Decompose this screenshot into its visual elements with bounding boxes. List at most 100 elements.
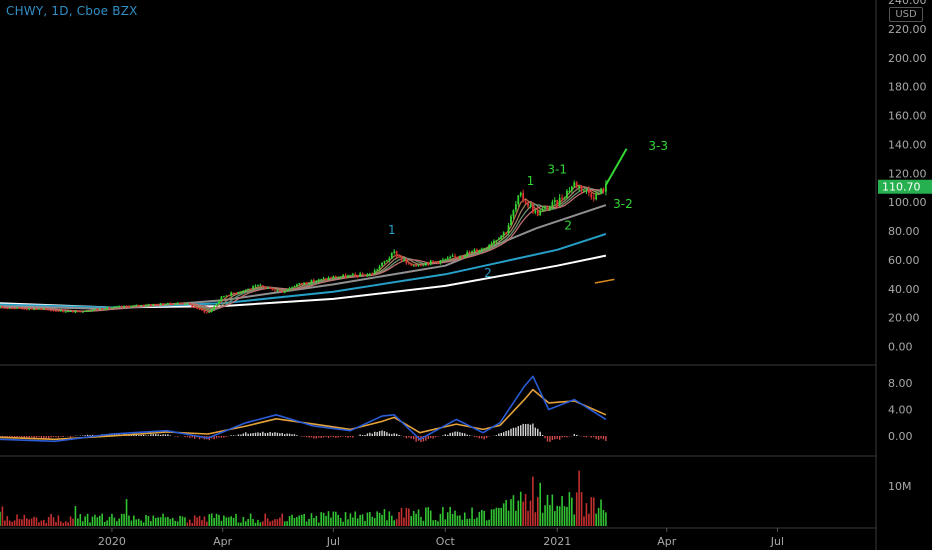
moving-average-line: [0, 204, 607, 310]
volume-bar: [449, 506, 451, 526]
macd-panel: [0, 375, 607, 443]
price-tick-label: 200.00: [888, 52, 927, 65]
volume-bar: [116, 521, 118, 526]
price-axis[interactable]: 240.00 220.00 200.00 180.00 160.00 140.00 120.…: [878, 0, 932, 493]
volume-bar: [159, 517, 162, 526]
volume-bar: [0, 511, 1, 526]
wave-label: 3-3: [648, 139, 668, 153]
candle-up: [174, 303, 177, 305]
volume-bar: [317, 522, 320, 526]
ribbon-ma-line: [0, 186, 604, 313]
volume-bar: [439, 513, 442, 526]
candle-up: [573, 182, 576, 187]
volume-bar: [64, 521, 67, 526]
price-tick-label: 180.00: [888, 81, 927, 94]
candle-down: [179, 303, 181, 305]
candle-down: [590, 193, 593, 198]
candle-down: [313, 280, 315, 282]
candle-up: [444, 259, 447, 261]
volume-bar: [269, 521, 271, 526]
volume-bar: [120, 513, 123, 526]
price-tick-label: 80.00: [888, 225, 920, 238]
candle-down: [157, 304, 160, 306]
candle-up: [230, 292, 233, 296]
price-tick-label: 40.00: [888, 283, 920, 296]
annotations: 1 2 1 3-1 2 3-2 3-3: [388, 139, 668, 280]
volume-bar: [515, 510, 517, 526]
candle-up: [237, 292, 240, 294]
candle-down: [191, 304, 194, 308]
ribbon-ma-line: [0, 184, 604, 313]
volume-bar: [378, 512, 381, 526]
candle-up: [140, 305, 143, 307]
volume-bar: [500, 507, 503, 526]
volume-bar: [106, 520, 108, 526]
candle-down: [468, 252, 471, 254]
candle-up: [59, 310, 62, 312]
volume-bar: [47, 516, 50, 526]
candle-down: [6, 307, 9, 309]
volume-bar: [490, 509, 493, 526]
candle-up: [222, 295, 225, 297]
volume-bar: [337, 514, 340, 526]
volume-bar: [111, 513, 113, 526]
candle-up: [152, 304, 155, 306]
price-tick-label: 20.00: [888, 312, 920, 325]
volume-bar: [517, 500, 520, 526]
price-tick-label: 0.00: [888, 341, 913, 354]
time-axis[interactable]: 2020 Apr Jul Oct 2021 Apr Jul: [98, 528, 784, 548]
volume-bar: [220, 520, 223, 526]
candle-down: [193, 307, 196, 309]
volume-bar: [91, 516, 94, 526]
candle-down: [432, 260, 435, 262]
candle-down: [196, 307, 198, 309]
macd-signal-line: [0, 388, 607, 441]
candle-down: [198, 308, 201, 310]
volume-bar: [327, 511, 330, 526]
candle-down: [602, 188, 605, 192]
candle-up: [568, 190, 571, 192]
volume-bar: [558, 506, 561, 526]
volume-bar: [561, 496, 563, 526]
candle-down: [181, 303, 184, 305]
volume-bar: [103, 521, 106, 526]
currency-badge[interactable]: USD: [889, 7, 923, 22]
volume-bar: [390, 515, 393, 526]
candle-down: [128, 306, 130, 308]
volume-bar: [352, 517, 354, 526]
volume-bar: [502, 503, 505, 526]
volume-bar: [597, 507, 600, 526]
last-price-tag: [878, 179, 932, 194]
volume-bar: [274, 519, 276, 526]
volume-bar: [359, 514, 361, 526]
candle-up: [86, 311, 89, 313]
candle-up: [242, 290, 245, 292]
volume-bar: [288, 516, 291, 526]
time-tick-label: 2021: [543, 535, 571, 548]
volume-bar: [45, 522, 48, 526]
volume-bar: [305, 521, 308, 526]
candle-up: [541, 208, 544, 211]
candle-up: [483, 248, 486, 250]
volume-bar: [585, 503, 588, 526]
volume-bar: [244, 521, 247, 526]
volume-bar: [310, 513, 313, 526]
time-tick-label: Jul: [770, 535, 784, 548]
candle-up: [295, 284, 298, 287]
volume-bar: [60, 521, 62, 526]
candle-up: [81, 311, 84, 313]
volume-bar: [67, 522, 69, 526]
volume-bar: [57, 515, 60, 526]
volume-bar: [461, 519, 464, 526]
candle-down: [395, 251, 398, 257]
volume-bar: [150, 521, 152, 526]
volume-bar: [600, 499, 602, 526]
candle-up: [266, 287, 269, 289]
volume-bar: [4, 520, 6, 526]
candle-down: [47, 309, 50, 311]
volume-bar: [186, 522, 189, 526]
volume-bar: [400, 507, 403, 526]
volume-bar: [72, 518, 74, 526]
candle-up: [89, 310, 91, 312]
candle-up: [42, 308, 45, 310]
